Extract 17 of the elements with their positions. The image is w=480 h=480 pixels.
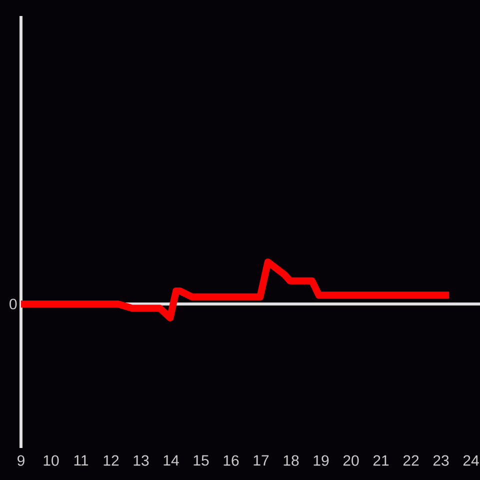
x-tick-label: 9 xyxy=(18,455,24,466)
x-tick-label: 10 xyxy=(44,455,59,466)
x-tick-label: 13 xyxy=(134,455,149,466)
x-tick-label: 12 xyxy=(104,455,119,466)
x-tick-label: 16 xyxy=(224,455,239,466)
x-tick-label: 19 xyxy=(314,455,329,466)
x-tick-label: 20 xyxy=(343,455,359,466)
x-tick-label: 23 xyxy=(433,455,449,466)
x-tick-label: 11 xyxy=(74,455,88,466)
x-tick-label: 22 xyxy=(403,455,419,466)
x-tick-label: 15 xyxy=(194,455,209,466)
x-tick-label: 14 xyxy=(164,455,179,466)
x-tick-label: 17 xyxy=(254,455,269,466)
x-tick-label: 21 xyxy=(373,455,389,466)
x-tick-label: 24 xyxy=(463,455,479,466)
x-tick-label: 18 xyxy=(284,455,299,466)
ref-line-label: 0 xyxy=(10,298,17,310)
